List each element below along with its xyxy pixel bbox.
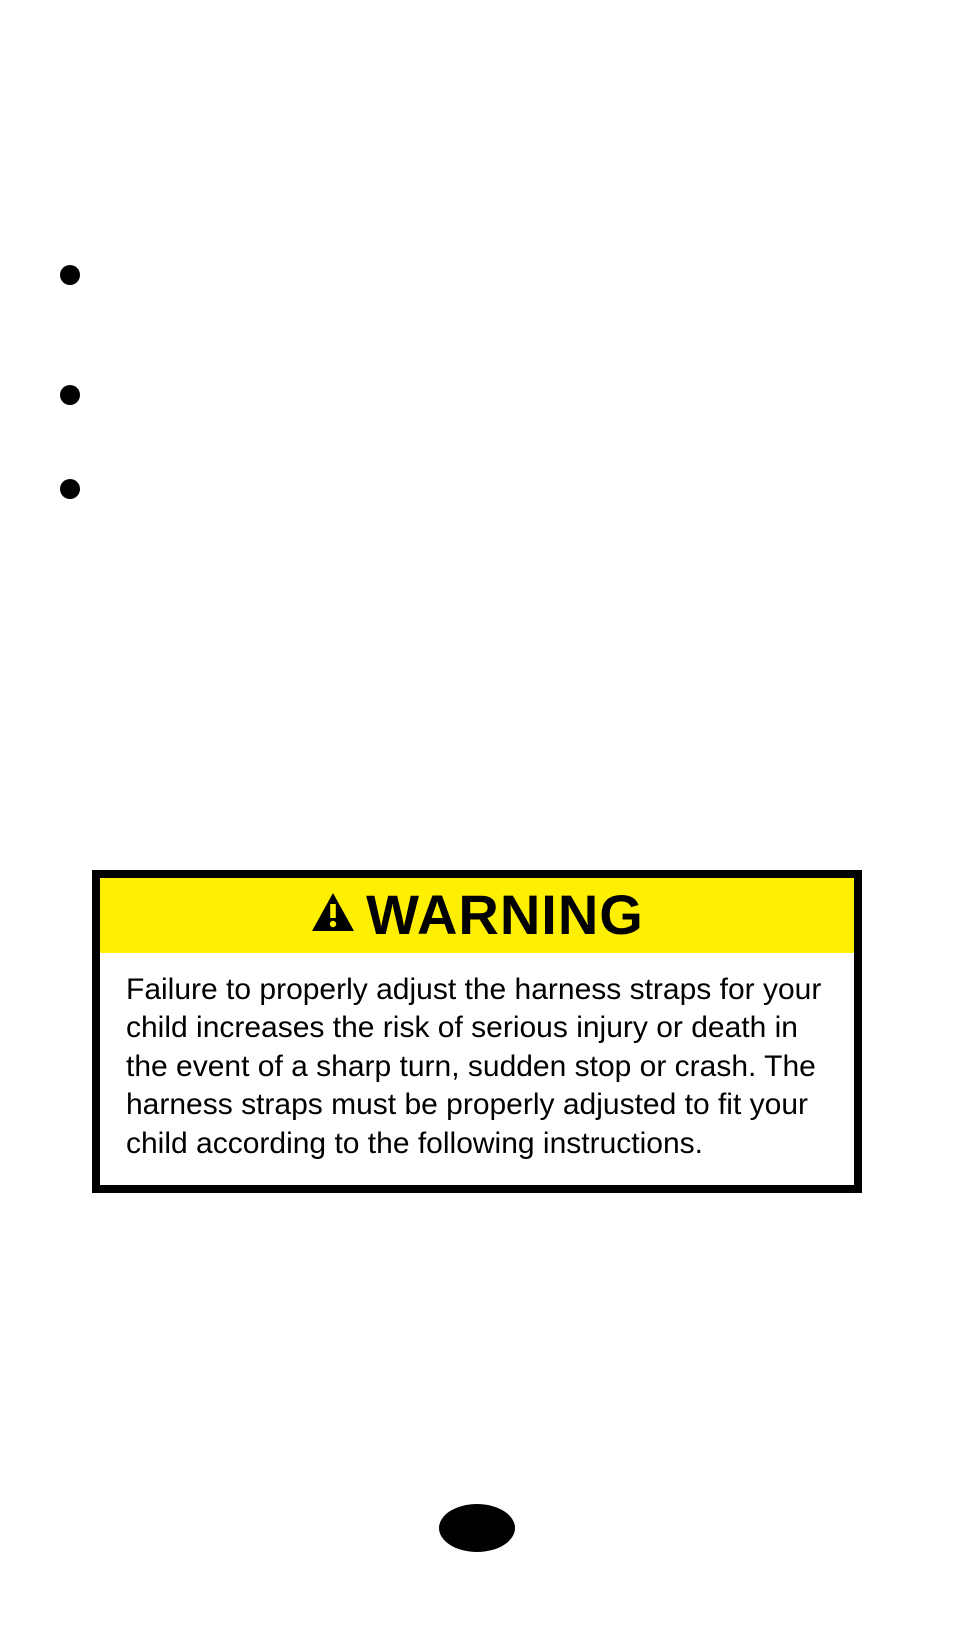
warning-panel: WARNING Failure to properly adjust the h… [92,870,862,1193]
list-bullet [60,265,80,285]
alert-triangle-icon [310,891,356,938]
warning-body-text: Failure to properly adjust the harness s… [100,953,854,1185]
list-bullet [60,385,80,405]
warning-title: WARNING [366,882,644,947]
bullet-list [60,265,80,499]
page-number-marker [439,1504,515,1552]
list-bullet [60,479,80,499]
warning-header: WARNING [100,878,854,953]
